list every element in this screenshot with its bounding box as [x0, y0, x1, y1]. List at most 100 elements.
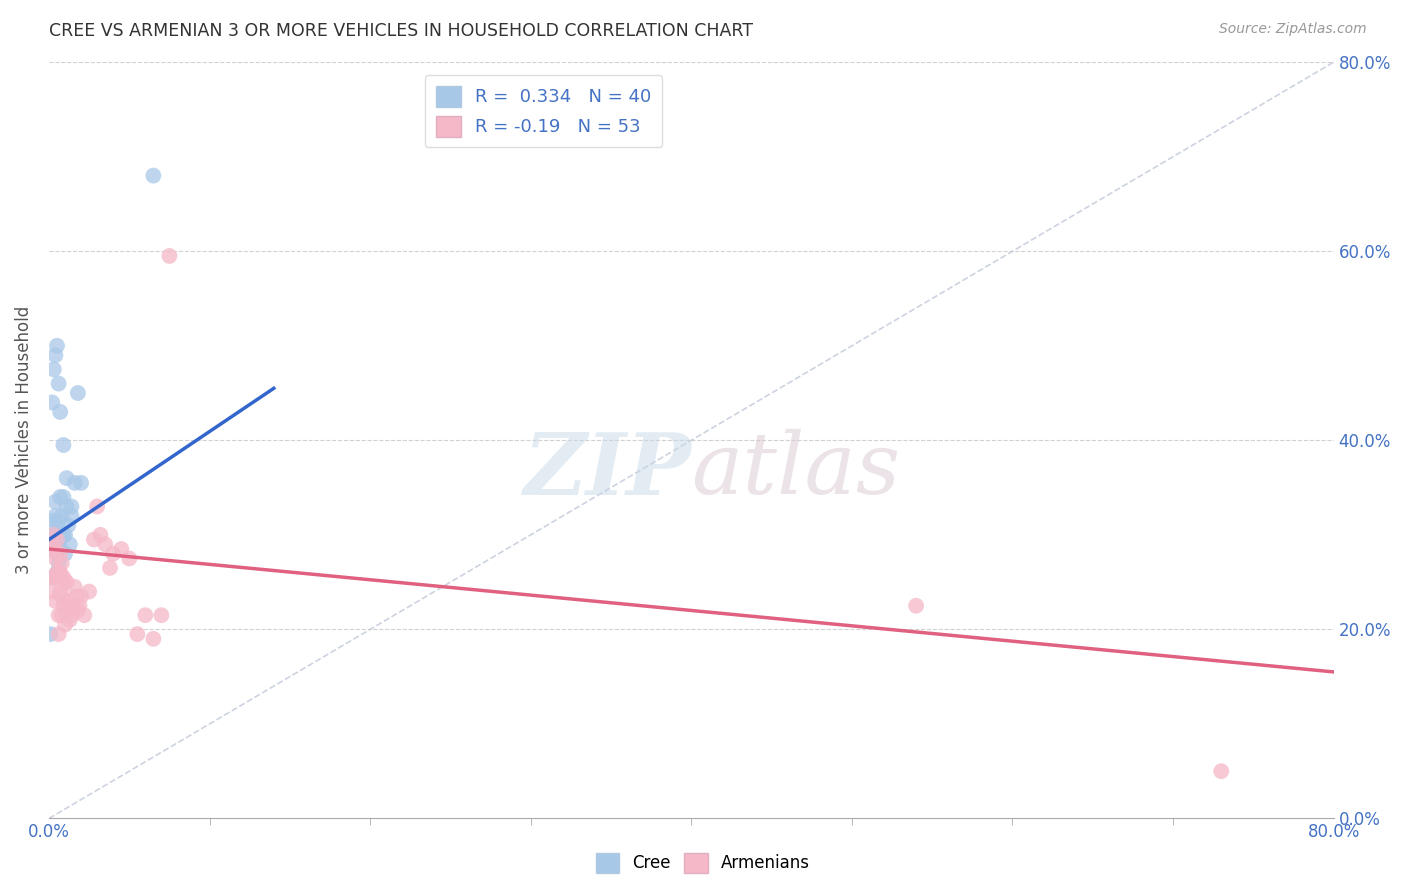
Point	[66, 603, 89, 617]
Point	[134, 608, 156, 623]
Point	[55, 575, 77, 590]
Point	[55, 471, 77, 485]
Point	[53, 547, 76, 561]
Point	[42, 570, 65, 584]
Point	[46, 339, 69, 353]
Point	[41, 395, 63, 409]
Point	[46, 547, 69, 561]
Point	[49, 490, 72, 504]
Point	[49, 584, 72, 599]
Point	[53, 575, 76, 590]
Point	[51, 528, 73, 542]
Point	[110, 541, 132, 556]
Legend: Cree, Armenians: Cree, Armenians	[589, 847, 817, 880]
Point	[66, 386, 89, 401]
Point	[48, 556, 70, 570]
Point	[65, 589, 87, 603]
Point	[63, 475, 86, 490]
Point	[44, 348, 66, 362]
Point	[55, 500, 77, 514]
Point	[44, 508, 66, 523]
Point	[142, 169, 165, 183]
Point	[49, 405, 72, 419]
Point	[51, 508, 73, 523]
Point	[150, 608, 173, 623]
Point	[48, 627, 70, 641]
Point	[58, 594, 80, 608]
Point	[1211, 764, 1233, 779]
Point	[41, 570, 63, 584]
Text: Source: ZipAtlas.com: Source: ZipAtlas.com	[1219, 22, 1367, 37]
Point	[42, 541, 65, 556]
Point	[42, 528, 65, 542]
Y-axis label: 3 or more Vehicles in Household: 3 or more Vehicles in Household	[15, 306, 32, 574]
Point	[55, 603, 77, 617]
Point	[46, 566, 69, 580]
Point	[905, 599, 928, 613]
Point	[48, 566, 70, 580]
Point	[59, 537, 82, 551]
Point	[41, 537, 63, 551]
Point	[42, 362, 65, 376]
Point	[127, 627, 149, 641]
Point	[73, 608, 96, 623]
Point	[52, 490, 75, 504]
Point	[52, 438, 75, 452]
Point	[52, 599, 75, 613]
Point	[70, 589, 93, 603]
Point	[60, 500, 83, 514]
Point	[48, 514, 70, 528]
Point	[44, 570, 66, 584]
Point	[89, 528, 111, 542]
Point	[60, 608, 83, 623]
Legend: R =  0.334   N = 40, R = -0.19   N = 53: R = 0.334 N = 40, R = -0.19 N = 53	[425, 75, 662, 147]
Point	[49, 547, 72, 561]
Point	[63, 580, 86, 594]
Point	[60, 508, 83, 523]
Point	[51, 608, 73, 623]
Point	[98, 561, 121, 575]
Point	[39, 570, 62, 584]
Point	[46, 547, 69, 561]
Point	[59, 613, 82, 627]
Point	[48, 376, 70, 391]
Point	[44, 551, 66, 566]
Point	[44, 594, 66, 608]
Point	[48, 537, 70, 551]
Point	[58, 518, 80, 533]
Point	[52, 570, 75, 584]
Point	[41, 537, 63, 551]
Point	[42, 514, 65, 528]
Point	[51, 589, 73, 603]
Point	[51, 556, 73, 570]
Point	[86, 500, 108, 514]
Point	[49, 566, 72, 580]
Point	[39, 627, 62, 641]
Point	[48, 608, 70, 623]
Point	[49, 533, 72, 547]
Point	[83, 533, 105, 547]
Point	[44, 495, 66, 509]
Text: atlas: atlas	[692, 429, 900, 512]
Point	[46, 533, 69, 547]
Point	[157, 249, 180, 263]
Point	[52, 528, 75, 542]
Point	[53, 617, 76, 632]
Point	[42, 528, 65, 542]
Point	[46, 566, 69, 580]
Point	[49, 541, 72, 556]
Point	[69, 599, 91, 613]
Point	[62, 599, 84, 613]
Text: ZIP: ZIP	[523, 429, 692, 512]
Point	[103, 547, 125, 561]
Point	[70, 475, 93, 490]
Point	[44, 533, 66, 547]
Point	[41, 584, 63, 599]
Text: CREE VS ARMENIAN 3 OR MORE VEHICLES IN HOUSEHOLD CORRELATION CHART: CREE VS ARMENIAN 3 OR MORE VEHICLES IN H…	[49, 22, 754, 40]
Point	[118, 551, 141, 566]
Point	[46, 518, 69, 533]
Point	[77, 584, 100, 599]
Point	[94, 537, 117, 551]
Point	[142, 632, 165, 646]
Point	[53, 528, 76, 542]
